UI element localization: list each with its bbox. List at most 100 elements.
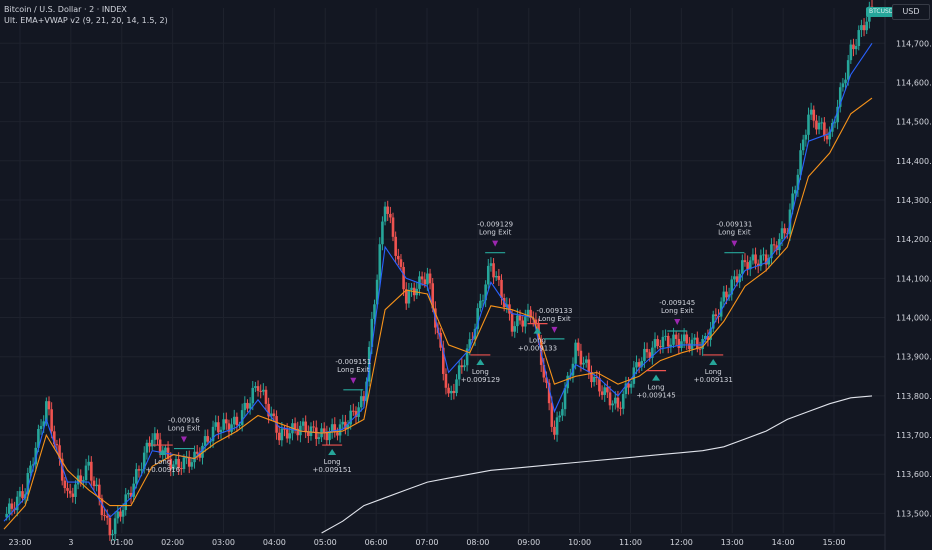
candle-body	[328, 431, 331, 441]
candle-body	[142, 452, 146, 470]
candle-body	[410, 287, 413, 290]
candle-body	[18, 491, 22, 497]
candle-body	[764, 254, 768, 265]
candle-body	[312, 426, 315, 428]
exit-label: Long Exit	[718, 229, 751, 237]
time-tick-label: 06:00	[365, 538, 388, 547]
candle-body	[743, 260, 747, 263]
candle-body	[574, 342, 577, 364]
candle-body	[214, 422, 218, 427]
exit-profit-label: -0.009133	[536, 307, 572, 315]
candle-body	[330, 424, 334, 432]
candle-body	[116, 511, 120, 519]
candle-body	[50, 409, 53, 432]
candle-body	[606, 387, 609, 393]
candle-body	[682, 334, 686, 342]
candle-body	[696, 337, 699, 349]
candle-body	[105, 515, 109, 518]
candle-body	[256, 386, 260, 391]
candle-body	[587, 359, 591, 372]
entry-profit-label: +0.009129	[461, 376, 500, 384]
entry-label: Long	[705, 368, 722, 376]
candle-body	[804, 134, 808, 140]
candle-body	[619, 407, 622, 409]
candle-body	[206, 436, 210, 442]
candle-body	[754, 254, 757, 264]
candle-body	[227, 423, 231, 432]
candle-body	[82, 480, 85, 482]
candle-body	[648, 352, 652, 358]
time-tick-label: 02:00	[161, 538, 184, 547]
candle-body	[497, 275, 501, 280]
candle-body	[373, 304, 376, 319]
candle-body	[272, 413, 276, 417]
candle-body	[748, 260, 752, 270]
candle-body	[741, 260, 744, 274]
candle-body	[809, 109, 813, 115]
candle-body	[756, 263, 760, 267]
candle-body	[391, 217, 395, 237]
time-tick-label: 08:00	[466, 538, 489, 547]
candle-body	[29, 465, 32, 474]
candle-body	[621, 394, 625, 409]
entry-label: Long	[529, 337, 546, 345]
candle-body	[394, 236, 397, 256]
candle-body	[793, 189, 797, 194]
candle-body	[643, 348, 646, 361]
candle-body	[370, 318, 374, 347]
exit-profit-label: -0.009129	[477, 221, 513, 229]
time-tick-label: 10:00	[568, 538, 591, 547]
candle-body	[224, 419, 228, 424]
candle-body	[603, 387, 607, 395]
candle-body	[685, 334, 689, 344]
candle-body	[301, 421, 305, 426]
price-tick-label: 114,000.00	[896, 314, 932, 323]
candle-body	[714, 314, 718, 317]
candle-body	[815, 120, 818, 130]
candle-body	[772, 244, 776, 246]
candle-body	[304, 421, 307, 433]
candle-body	[383, 206, 387, 222]
candle-body	[87, 461, 90, 466]
symbol-title[interactable]: Bitcoin / U.S. Dollar · 2 · INDEX	[4, 5, 127, 14]
candle-body	[759, 255, 763, 267]
candle-body	[238, 424, 241, 426]
candle-body	[661, 336, 665, 348]
candle-body	[452, 390, 456, 394]
long-entry-arrow	[533, 327, 542, 334]
candle-body	[796, 174, 800, 190]
candle-body	[468, 339, 472, 349]
candle-body	[431, 283, 435, 309]
candle-body	[582, 362, 585, 365]
candle-body	[719, 301, 723, 317]
long-exit-arrow	[350, 377, 357, 384]
currency-selector[interactable]: USD	[892, 4, 930, 20]
candle-body	[449, 390, 453, 394]
long-exit-arrow	[731, 240, 738, 247]
candle-body	[322, 428, 326, 433]
candle-body	[703, 336, 707, 340]
candle-body	[770, 244, 773, 259]
candle-body	[550, 403, 554, 427]
exit-profit-label: -0.009131	[716, 221, 752, 229]
candle-body	[516, 315, 519, 327]
candle-body	[111, 533, 114, 536]
candle-body	[317, 437, 321, 439]
candle-body	[627, 383, 630, 388]
candle-body	[182, 457, 186, 469]
candle-body	[201, 445, 204, 458]
candle-body	[190, 462, 194, 467]
candle-body	[169, 458, 173, 470]
indicator-title[interactable]: Ult. EMA+VWAP v2 (9, 21, 20, 14, 1.5, 2)	[4, 16, 168, 25]
candle-body	[614, 397, 617, 404]
candle-body	[791, 193, 794, 210]
candle-body	[92, 480, 96, 487]
candle-body	[513, 326, 517, 332]
candle-body	[132, 483, 135, 497]
candle-body	[341, 421, 345, 425]
candle-body	[812, 109, 816, 121]
candle-body	[865, 21, 869, 31]
candle-body	[203, 436, 207, 446]
